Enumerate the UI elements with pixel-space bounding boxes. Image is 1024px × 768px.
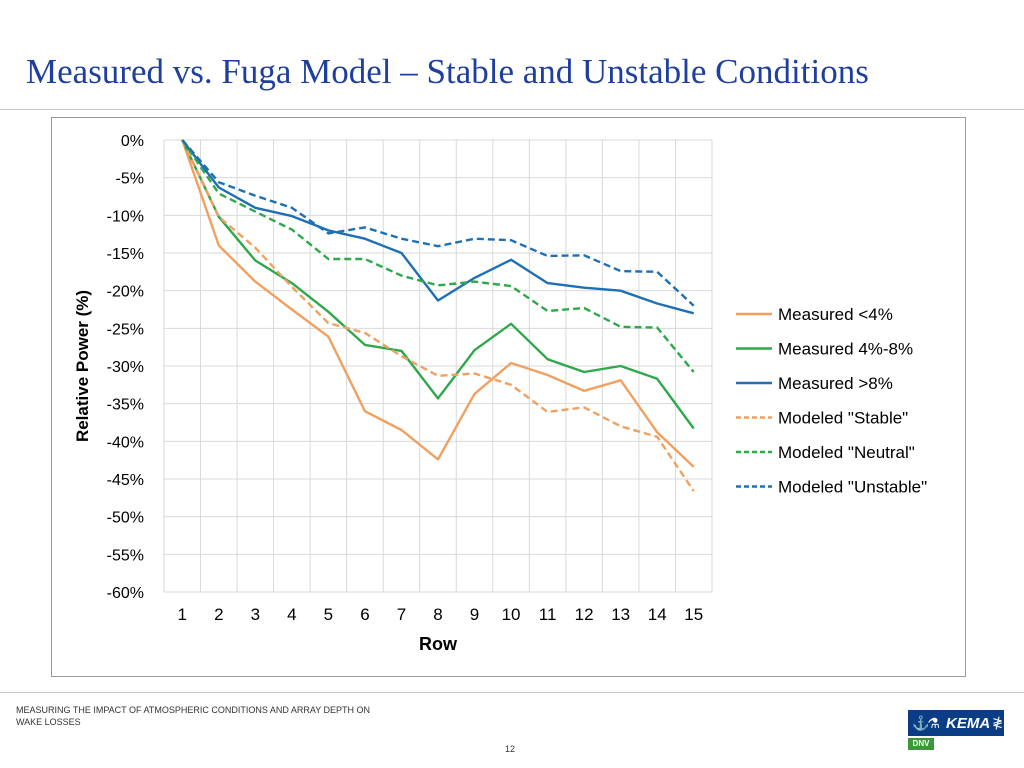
y-tick-label: -60% bbox=[107, 585, 144, 602]
y-tick-label: -35% bbox=[107, 397, 144, 414]
x-tick-label: 6 bbox=[360, 605, 369, 624]
x-tick-label: 3 bbox=[251, 605, 260, 624]
x-tick-label: 7 bbox=[397, 605, 406, 624]
series-line-1 bbox=[181, 139, 695, 468]
x-tick-label: 2 bbox=[214, 605, 223, 624]
y-tick-label: -50% bbox=[107, 510, 144, 527]
page-number: 12 bbox=[505, 744, 516, 754]
footer-text: MEASURING THE IMPACT OF ATMOSPHERIC COND… bbox=[16, 705, 371, 727]
x-tick-label: 13 bbox=[611, 605, 630, 624]
kema-logo: ⚓⚗ KEMA ≹ DNV bbox=[908, 710, 1004, 750]
x-tick-label: 12 bbox=[575, 605, 594, 624]
x-tick-label: 5 bbox=[324, 605, 333, 624]
slide-title: Measured vs. Fuga Model – Stable and Uns… bbox=[26, 52, 869, 91]
series-line-4 bbox=[181, 139, 695, 492]
legend-label: Modeled "Stable" bbox=[778, 409, 908, 428]
legend-label: Modeled "Unstable" bbox=[778, 478, 927, 497]
title-divider bbox=[0, 109, 1024, 110]
y-tick-label: -5% bbox=[116, 171, 144, 188]
lightning-icon: ≹ bbox=[992, 715, 1004, 730]
series-line-3 bbox=[181, 139, 695, 315]
anchor-icon: ⚓⚗ bbox=[912, 714, 940, 731]
y-tick-label: 0% bbox=[121, 133, 144, 150]
legend-label: Measured <4% bbox=[778, 305, 893, 324]
x-tick-label: 14 bbox=[648, 605, 667, 624]
logo-word: KEMA bbox=[946, 714, 991, 732]
x-tick-label: 9 bbox=[470, 605, 479, 624]
legend-label: Modeled "Neutral" bbox=[778, 443, 915, 462]
series-line-6 bbox=[181, 139, 695, 307]
y-tick-label: -30% bbox=[107, 359, 144, 376]
chart-frame: 0% -5% -10% -15% -20% -25% -30% -35% -40% -45% -50… bbox=[51, 117, 966, 677]
x-tick-label: 1 bbox=[178, 605, 187, 624]
x-tick-label: 8 bbox=[433, 605, 442, 624]
series-line-5 bbox=[181, 139, 695, 373]
x-axis-title: Row bbox=[419, 634, 458, 654]
logo-banner: ⚓⚗ KEMA ≹ bbox=[908, 710, 1004, 736]
legend-label: Measured 4%-8% bbox=[778, 340, 913, 359]
y-tick-label: -55% bbox=[107, 547, 144, 564]
line-chart: 0% -5% -10% -15% -20% -25% -30% -35% -40% -45% -50… bbox=[73, 133, 927, 654]
x-tick-label: 10 bbox=[502, 605, 521, 624]
footer-divider bbox=[0, 692, 1024, 693]
y-tick-label: -20% bbox=[107, 284, 144, 301]
x-tick-label: 15 bbox=[684, 605, 703, 624]
y-axis-title: Relative Power (%) bbox=[73, 290, 92, 442]
y-tick-label: -10% bbox=[107, 208, 144, 225]
x-tick-label: 11 bbox=[539, 605, 557, 624]
y-tick-label: -15% bbox=[107, 246, 144, 263]
x-tick-label: 4 bbox=[287, 605, 296, 624]
y-tick-label: -45% bbox=[107, 472, 144, 489]
y-tick-label: -25% bbox=[107, 321, 144, 338]
series-line-2 bbox=[181, 139, 695, 430]
y-tick-label: -40% bbox=[107, 434, 144, 451]
logo-sub: DNV bbox=[908, 738, 934, 750]
legend-label: Measured >8% bbox=[778, 374, 893, 393]
